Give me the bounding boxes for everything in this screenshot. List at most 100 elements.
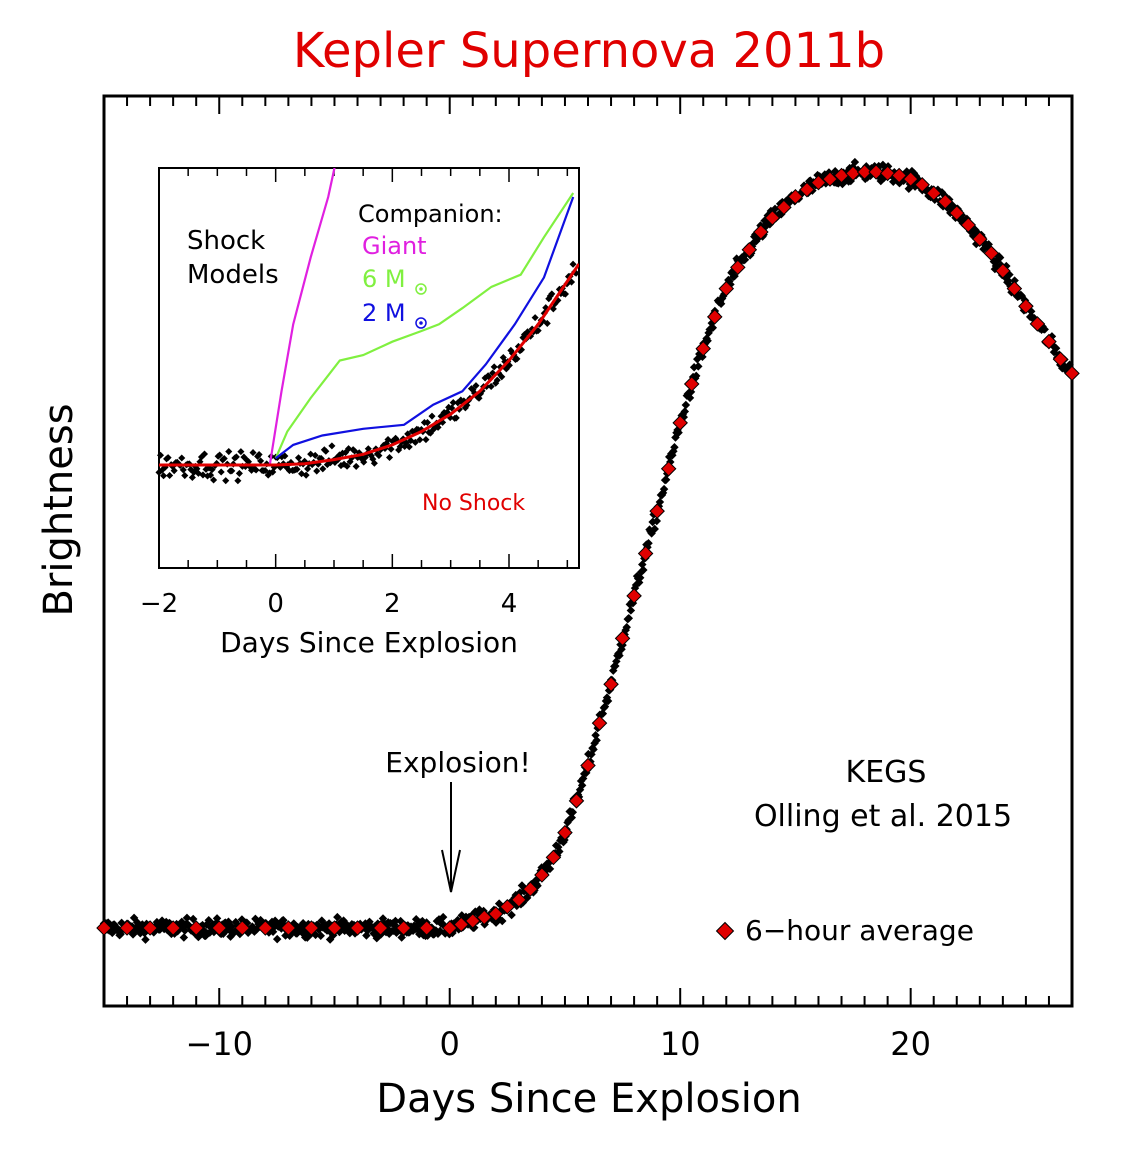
main-raw-point xyxy=(1010,276,1019,285)
main-avg-point xyxy=(706,309,723,325)
main-avg-point xyxy=(626,588,642,604)
inset-raw-point xyxy=(448,404,456,412)
main-avg-point xyxy=(695,340,712,357)
main-raw-point xyxy=(708,323,718,332)
main-raw-point xyxy=(1040,325,1049,334)
inset-raw-point xyxy=(200,450,209,458)
main-raw-point xyxy=(644,538,653,548)
inset-raw-point xyxy=(225,447,233,456)
inset-raw-point xyxy=(166,471,174,480)
inset-giant-label: Giant xyxy=(362,232,427,260)
main-avg-point xyxy=(303,920,320,936)
main-avg-point xyxy=(211,920,228,936)
main-avg-point xyxy=(188,920,204,936)
inset-companion-label: Companion: xyxy=(358,200,503,228)
main-avg-point xyxy=(511,891,527,908)
main-x-tick-labels: −10 0 10 20 xyxy=(185,1025,931,1063)
main-avg-point xyxy=(257,920,274,936)
explosion-arrow xyxy=(441,782,461,893)
inset-axis-ticks xyxy=(158,168,569,568)
inset-raw-point xyxy=(423,418,431,427)
main-avg-point xyxy=(879,165,896,182)
main-avg-point xyxy=(902,171,919,187)
inset-raw-point xyxy=(311,451,319,459)
inset-raw-point xyxy=(216,451,224,459)
main-x-tick-label: −10 xyxy=(185,1025,253,1063)
inset-raw-point xyxy=(181,472,189,480)
inset-raw-point xyxy=(160,472,168,480)
main-raw-point xyxy=(691,371,701,381)
main-avg-point xyxy=(1052,351,1069,368)
main-raw-point xyxy=(507,910,516,920)
inset-raw-point xyxy=(493,376,501,384)
main-avg-point xyxy=(914,176,930,193)
main-raw-point xyxy=(545,864,555,874)
main-raw-point xyxy=(659,484,669,494)
main-avg-point xyxy=(637,545,654,562)
inset-raw-point xyxy=(385,453,394,462)
main-raw-point xyxy=(598,709,608,718)
main-raw-point xyxy=(650,524,659,534)
main-avg-point xyxy=(372,920,389,936)
main-avg-point xyxy=(441,920,458,936)
inset-raw-point xyxy=(220,454,228,463)
main-raw-point xyxy=(316,931,326,941)
inset-raw-point xyxy=(188,473,196,481)
main-avg-point xyxy=(649,503,665,519)
main-avg-point xyxy=(672,415,688,431)
inset-x-tick-label: −2 xyxy=(140,589,178,619)
main-avg-point xyxy=(741,241,758,258)
main-avg-point xyxy=(165,920,181,936)
inset-x-tick-label: 2 xyxy=(384,589,401,619)
main-avg-point xyxy=(349,920,366,936)
inset-x-tick-labels: −2 0 2 4 xyxy=(140,589,517,619)
main-avg-point xyxy=(534,867,550,883)
main-raw-point xyxy=(600,702,610,711)
main-avg-point xyxy=(280,920,297,936)
main-x-axis-label: Days Since Explosion xyxy=(376,1076,801,1122)
inset-raw-point xyxy=(208,466,216,474)
main-y-axis-label: Brightness xyxy=(36,403,82,616)
main-raw-point xyxy=(674,428,683,437)
legend-avg-marker xyxy=(715,921,735,941)
inset-raw-point xyxy=(319,465,327,473)
inset-6msun-label: 6 M xyxy=(362,265,406,293)
main-avg-point xyxy=(925,185,942,201)
inset-raw-point xyxy=(294,454,303,462)
main-avg-point xyxy=(764,210,781,226)
main-avg-point xyxy=(776,199,792,216)
main-x-tick-label: 10 xyxy=(660,1025,701,1063)
main-avg-point xyxy=(142,920,158,936)
main-avg-point xyxy=(476,909,493,926)
main-avg-point xyxy=(96,920,112,936)
main-avg-point xyxy=(891,167,907,184)
inset-line-giant xyxy=(268,168,336,466)
inset-line-6-m xyxy=(274,192,575,459)
main-raw-point xyxy=(626,606,636,615)
inset-shock-label-1: Shock xyxy=(187,226,265,256)
main-raw-point xyxy=(179,933,189,942)
inset-raw-point xyxy=(293,465,301,473)
main-x-tick-label: 0 xyxy=(440,1025,460,1063)
main-avg-point xyxy=(810,174,827,191)
main-6-hour-average-series xyxy=(96,164,1080,936)
main-raw-point xyxy=(622,622,631,632)
explosion-annotation: Explosion! xyxy=(385,746,530,779)
inset-raw-point xyxy=(164,454,172,462)
inset-raw-point xyxy=(235,469,243,477)
inset-raw-point xyxy=(156,451,165,459)
inset-raw-point xyxy=(513,355,521,363)
inset-raw-point xyxy=(352,462,360,470)
credit-kegs: KEGS xyxy=(846,755,927,790)
main-avg-point xyxy=(845,165,861,182)
credit-olling: Olling et al. 2015 xyxy=(754,799,1012,834)
main-raw-point xyxy=(612,657,621,666)
inset-raw-point xyxy=(405,443,413,451)
main-avg-point xyxy=(557,824,573,841)
main-avg-point xyxy=(522,881,539,897)
inset-raw-point xyxy=(569,260,577,268)
main-raw-point xyxy=(603,696,613,706)
inset-raw-point xyxy=(257,457,265,465)
main-avg-point xyxy=(395,920,412,936)
main-avg-point xyxy=(833,167,850,184)
